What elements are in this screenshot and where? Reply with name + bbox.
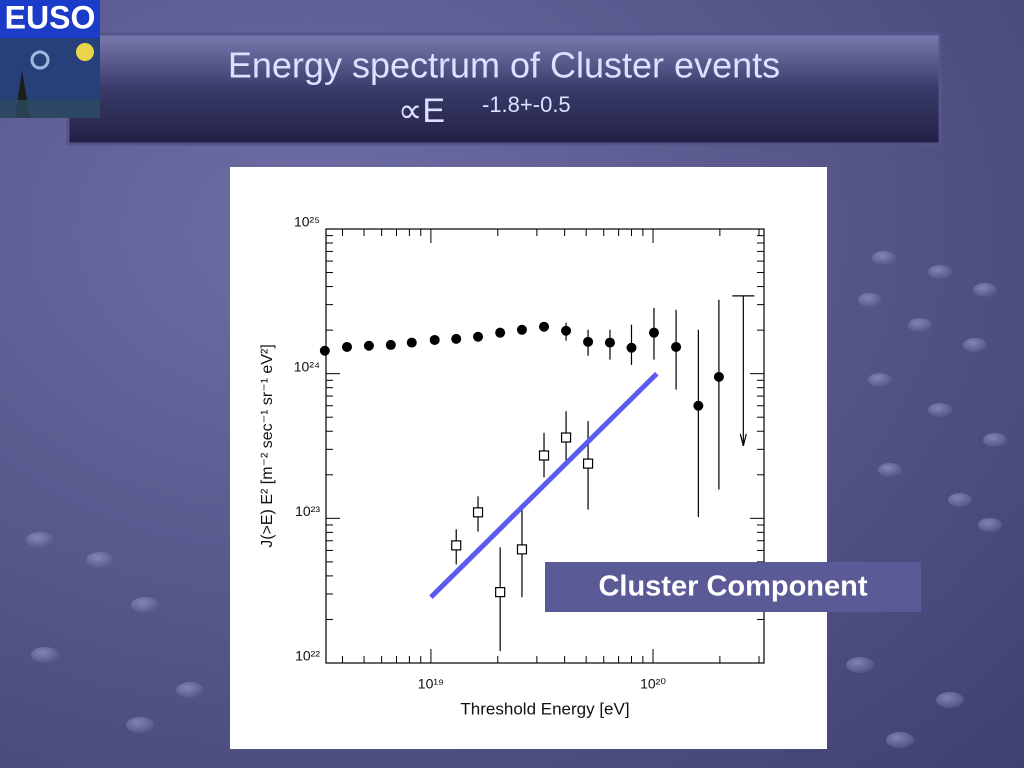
painting-moon: [76, 43, 94, 61]
annotation: Cluster Component: [598, 571, 867, 603]
point: [516, 324, 527, 335]
point: [451, 540, 462, 551]
point: [516, 544, 528, 555]
chart-panel: [230, 167, 827, 749]
slide-title: Energy spectrum of Cluster events: [228, 45, 780, 86]
y-axis-label: J(>E) E² [m⁻² sec⁻¹ sr⁻¹ eV²]: [259, 344, 276, 548]
background-dots: [26, 251, 1007, 748]
point: [583, 336, 594, 347]
point: [451, 333, 462, 344]
x-tick-label: 10¹⁹: [418, 676, 444, 692]
fit-line: [429, 371, 659, 599]
y-tick-label: 10²³: [295, 503, 320, 519]
point: [560, 432, 572, 443]
y-tick-label: 10²⁵: [294, 214, 320, 230]
point: [713, 371, 724, 382]
point: [319, 345, 330, 356]
point: [472, 507, 484, 518]
point: [626, 342, 637, 353]
slide-subtitle: ∝E: [398, 92, 445, 130]
point: [342, 341, 353, 352]
painting-swirl: [30, 50, 50, 70]
x-tick-label: 10²⁰: [640, 676, 666, 692]
point: [582, 458, 594, 469]
point: [693, 400, 704, 411]
point: [429, 334, 440, 345]
y-tick-label: 10²²: [295, 648, 320, 664]
point: [671, 341, 682, 352]
logo-box: [0, 0, 100, 38]
point: [648, 327, 659, 338]
upper-limit-arrow: [739, 433, 747, 447]
point: [385, 339, 396, 350]
point: [363, 340, 374, 351]
point: [495, 587, 506, 598]
point: [539, 321, 550, 332]
plot-frame: [325, 228, 765, 664]
point: [473, 331, 484, 342]
annotation-box: [545, 562, 921, 612]
painting-village: [0, 100, 100, 118]
point: [495, 327, 506, 338]
x-axis-label: Threshold Energy [eV]: [460, 699, 629, 718]
plot: 10¹⁹ 10²⁰ 10²² 10²³ 10²⁴ 10²⁵: [294, 214, 764, 692]
y-tick-label: 10²⁴: [294, 358, 320, 374]
point: [561, 325, 572, 336]
logo: EUSO: [0, 0, 100, 118]
logo-text: EUSO: [5, 0, 96, 35]
title-bar: [66, 32, 942, 146]
point: [604, 337, 615, 348]
point: [406, 337, 417, 348]
point: [538, 450, 550, 461]
subtitle-exponent: -1.8+-0.5: [482, 92, 571, 117]
